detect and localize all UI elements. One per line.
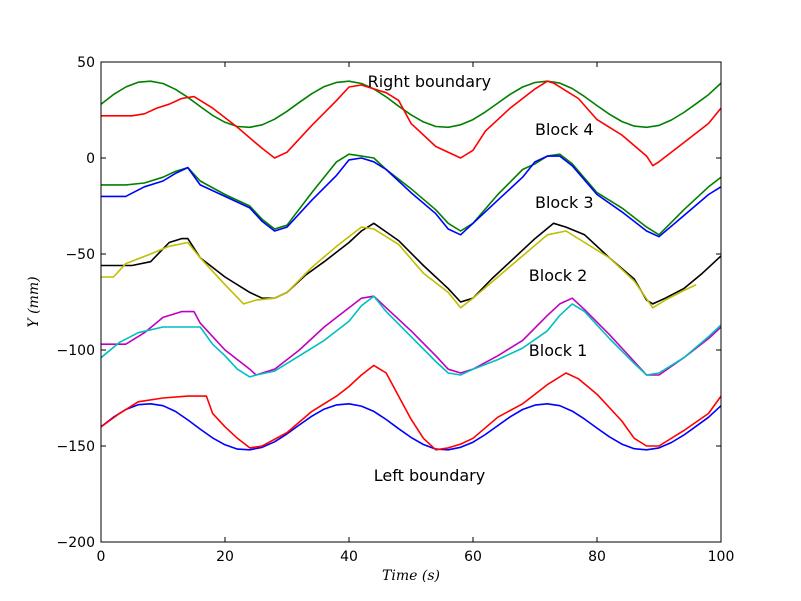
x-tick-label: 20: [216, 549, 234, 565]
x-tick-label: 0: [97, 549, 106, 565]
y-tick-label: 0: [86, 151, 95, 167]
y-tick-label: 50: [77, 55, 95, 71]
annotation-label: Block 2: [529, 266, 588, 285]
series-line-4: [101, 155, 721, 238]
x-axis-label: Time (s): [382, 568, 440, 584]
y-axis-label: Y (mm): [26, 276, 42, 327]
annotation-label: Left boundary: [374, 466, 485, 485]
y-tick-label: −50: [65, 247, 95, 263]
series-line-10: [101, 364, 721, 451]
x-tick-label: 60: [464, 549, 482, 565]
annotation-label: Block 1: [529, 341, 588, 360]
series-layer: [101, 80, 721, 451]
y-tick-label: −100: [57, 343, 95, 359]
x-tick-label: 100: [708, 549, 735, 565]
series-line-6: [101, 226, 697, 309]
annotation-label: Block 3: [535, 193, 594, 212]
series-line-3: [101, 153, 721, 236]
plot-frame: [100, 61, 722, 543]
annotation-label: Right boundary: [368, 72, 491, 91]
x-tick-label: 40: [340, 549, 358, 565]
x-tick-label: 80: [588, 549, 606, 565]
series-line-8: [101, 295, 721, 378]
y-tick-label: −200: [57, 535, 95, 551]
series-line-7: [101, 295, 721, 376]
y-tick-label: −150: [57, 439, 95, 455]
series-line-1: [101, 80, 721, 129]
annotation-layer: Right boundary Block 4 Block 3 Block 2 Block…: [368, 72, 594, 485]
tick-layer: 0 20 40 60 80 100 −200 −150 −100 −50 0 50: [57, 55, 735, 565]
annotation-label: Block 4: [535, 120, 594, 139]
series-line-2: [101, 80, 721, 167]
series-line-9: [101, 402, 721, 451]
